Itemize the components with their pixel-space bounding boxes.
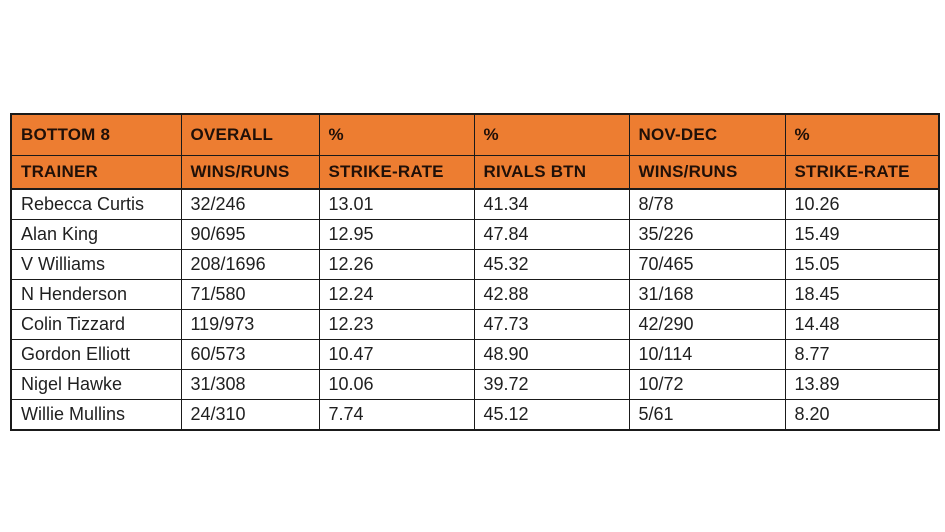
header-row-1: BOTTOM 8 OVERALL%% NOV-DEC% (10, 113, 940, 156)
table-row: Alan King 90/695 12.95 47.84 35/226 15.49 (10, 219, 940, 250)
column-header-cell: STRIKE-RATE (784, 155, 940, 190)
stat-value-cell: 18.45 (784, 279, 940, 310)
stat-value-cell: 8/78 (628, 188, 786, 220)
trainer-name-cell: Gordon Elliott (10, 339, 182, 370)
table-row: N Henderson 71/580 12.24 42.88 31/168 18.45 (10, 279, 940, 310)
stat-value-cell: 45.32 (473, 249, 630, 280)
trainer-name-cell: Willie Mullins (10, 399, 182, 431)
stat-value-cell: 47.73 (473, 309, 630, 340)
stat-value-cell: 41.34 (473, 188, 630, 220)
stat-value-cell: 12.26 (318, 249, 475, 280)
table-row: V Williams 208/1696 12.26 45.32 70/465 15.05 (10, 249, 940, 280)
stat-value-cell: 42.88 (473, 279, 630, 310)
stat-value-cell: 47.84 (473, 219, 630, 250)
column-header-cell: WINS/RUNS (628, 155, 786, 190)
table-row: Gordon Elliott 60/573 10.47 48.90 10/114 8.77 (10, 339, 940, 370)
trainer-strike-rate-table: BOTTOM 8 OVERALL%% NOV-DEC% TRAINER WINS/RUN… (10, 113, 940, 431)
group-header-cell: % (784, 113, 940, 156)
stat-value-cell: 24/310 (180, 399, 320, 431)
stat-value-cell: 14.48 (784, 309, 940, 340)
stat-value-cell: 12.95 (318, 219, 475, 250)
column-header-cell: WINS/RUNS (180, 155, 320, 190)
stat-value-cell: 39.72 (473, 369, 630, 400)
trainer-name-cell: Alan King (10, 219, 182, 250)
stat-value-cell: 208/1696 (180, 249, 320, 280)
table-body: Rebecca Curtis 32/246 13.01 41.34 8/78 10.26 A… (10, 188, 940, 431)
table-row: Willie Mullins 24/310 7.74 45.12 5/61 8.20 (10, 399, 940, 431)
stat-value-cell: 48.90 (473, 339, 630, 370)
stat-value-cell: 42/290 (628, 309, 786, 340)
stat-value-cell: 119/973 (180, 309, 320, 340)
trainer-name-cell: V Williams (10, 249, 182, 280)
trainer-name-cell: Rebecca Curtis (10, 188, 182, 220)
table-row: Colin Tizzard 119/973 12.23 47.73 42/290 14.4… (10, 309, 940, 340)
trainer-name-cell: N Henderson (10, 279, 182, 310)
stat-value-cell: 15.49 (784, 219, 940, 250)
stat-value-cell: 10/72 (628, 369, 786, 400)
stat-value-cell: 15.05 (784, 249, 940, 280)
stat-value-cell: 10.06 (318, 369, 475, 400)
table-head: BOTTOM 8 OVERALL%% NOV-DEC% TRAINER WINS/RUN… (10, 113, 940, 190)
stat-value-cell: 32/246 (180, 188, 320, 220)
stat-value-cell: 5/61 (628, 399, 786, 431)
stat-value-cell: 45.12 (473, 399, 630, 431)
stat-value-cell: 71/580 (180, 279, 320, 310)
stat-value-cell: 35/226 (628, 219, 786, 250)
group-header-cell: % (473, 113, 630, 156)
table-row: Rebecca Curtis 32/246 13.01 41.34 8/78 10.26 (10, 188, 940, 220)
stat-value-cell: 70/465 (628, 249, 786, 280)
stat-value-cell: 31/308 (180, 369, 320, 400)
stat-value-cell: 90/695 (180, 219, 320, 250)
table-row: Nigel Hawke 31/308 10.06 39.72 10/72 13.89 (10, 369, 940, 400)
stat-value-cell: 13.89 (784, 369, 940, 400)
group-header-cell: NOV-DEC (628, 113, 786, 156)
stat-value-cell: 10/114 (628, 339, 786, 370)
group-header-cell: BOTTOM 8 (10, 113, 182, 156)
stat-value-cell: 12.24 (318, 279, 475, 310)
stat-value-cell: 8.20 (784, 399, 940, 431)
stat-value-cell: 10.47 (318, 339, 475, 370)
stat-value-cell: 60/573 (180, 339, 320, 370)
column-header-cell: RIVALS BTN (473, 155, 630, 190)
trainer-name-cell: Colin Tizzard (10, 309, 182, 340)
stat-value-cell: 7.74 (318, 399, 475, 431)
stat-value-cell: 12.23 (318, 309, 475, 340)
group-header-cell: OVERALL (180, 113, 320, 156)
header-row-2: TRAINER WINS/RUNS STRIKE-RATE RIVALS BTN WIN… (10, 155, 940, 190)
stat-value-cell: 13.01 (318, 188, 475, 220)
group-header-cell: % (318, 113, 475, 156)
stat-value-cell: 8.77 (784, 339, 940, 370)
column-header-cell: TRAINER (10, 155, 182, 190)
stat-value-cell: 10.26 (784, 188, 940, 220)
stat-value-cell: 31/168 (628, 279, 786, 310)
trainer-name-cell: Nigel Hawke (10, 369, 182, 400)
column-header-cell: STRIKE-RATE (318, 155, 475, 190)
